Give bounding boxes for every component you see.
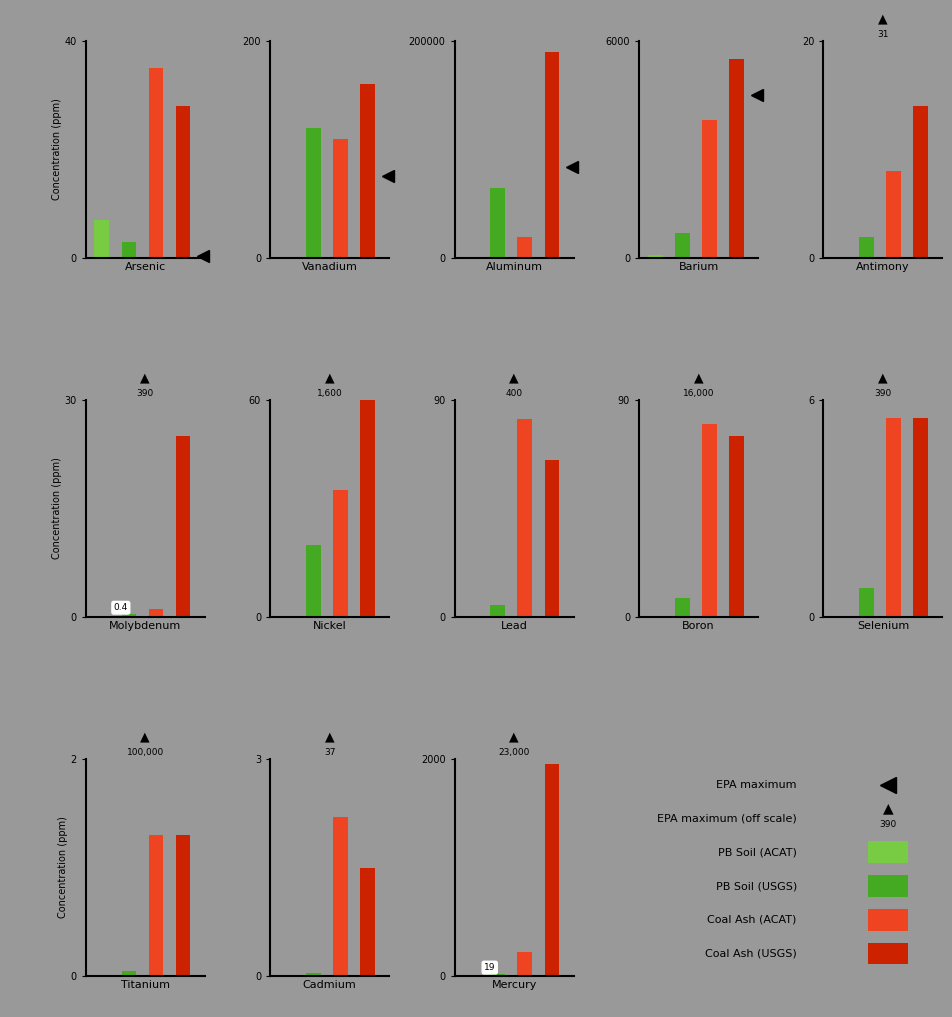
X-axis label: Boron: Boron [683, 621, 715, 632]
Text: EPA maximum: EPA maximum [716, 780, 797, 790]
Text: 31: 31 [877, 29, 889, 39]
Text: EPA maximum (off scale): EPA maximum (off scale) [657, 814, 797, 824]
Bar [360, 868, 375, 976]
FancyBboxPatch shape [868, 841, 907, 863]
X-axis label: Mercury: Mercury [491, 980, 537, 991]
X-axis label: Barium: Barium [679, 262, 719, 273]
X-axis label: Cadmium: Cadmium [303, 980, 356, 991]
Bar [860, 237, 874, 258]
X-axis label: Selenium: Selenium [857, 621, 909, 632]
Bar [122, 242, 136, 258]
Bar [518, 419, 532, 617]
Text: 0.4: 0.4 [113, 603, 128, 612]
Bar [647, 254, 663, 258]
Bar [545, 764, 560, 976]
Bar [675, 598, 690, 617]
Bar [360, 400, 375, 617]
Text: 19: 19 [484, 963, 495, 972]
Bar [149, 608, 164, 617]
Text: ▲: ▲ [878, 12, 888, 25]
Bar [702, 120, 717, 258]
Bar [913, 106, 928, 258]
Bar [306, 545, 321, 617]
Bar [94, 221, 109, 258]
Text: 23,000: 23,000 [499, 747, 529, 757]
Text: ▲: ▲ [694, 371, 704, 384]
X-axis label: Arsenic: Arsenic [125, 262, 166, 273]
Text: ▲: ▲ [878, 371, 888, 384]
Text: 390: 390 [880, 820, 897, 829]
X-axis label: Antimony: Antimony [856, 262, 910, 273]
Bar [175, 835, 190, 976]
Text: PB Soil (USGS): PB Soil (USGS) [716, 881, 797, 891]
Bar [149, 68, 164, 258]
Text: ▲: ▲ [883, 801, 893, 816]
Bar [306, 128, 321, 258]
FancyBboxPatch shape [868, 909, 907, 931]
Text: 100,000: 100,000 [127, 747, 164, 757]
Bar [333, 138, 347, 258]
Y-axis label: Concentration (ppm): Concentration (ppm) [51, 458, 62, 559]
Bar [122, 614, 136, 617]
Bar [122, 971, 136, 976]
Text: ▲: ▲ [140, 730, 150, 743]
Text: ▲: ▲ [140, 371, 150, 384]
X-axis label: Vanadium: Vanadium [302, 262, 358, 273]
Text: 1,600: 1,600 [317, 388, 343, 398]
Bar [545, 52, 560, 258]
Bar [518, 952, 532, 976]
Bar [729, 436, 744, 617]
Bar [729, 59, 744, 258]
Text: 400: 400 [506, 388, 523, 398]
Text: 37: 37 [324, 747, 335, 757]
Bar [860, 588, 874, 617]
Text: 390: 390 [136, 388, 154, 398]
Bar [702, 424, 717, 617]
X-axis label: Titanium: Titanium [121, 980, 169, 991]
X-axis label: Nickel: Nickel [313, 621, 347, 632]
Text: ▲: ▲ [509, 730, 519, 743]
Text: ▲: ▲ [325, 371, 334, 384]
X-axis label: Aluminum: Aluminum [486, 262, 543, 273]
FancyBboxPatch shape [868, 943, 907, 964]
Y-axis label: Concentration (ppm): Concentration (ppm) [58, 817, 68, 918]
Text: ▲: ▲ [509, 371, 519, 384]
Bar [333, 490, 347, 617]
X-axis label: Molybdenum: Molybdenum [109, 621, 181, 632]
Bar [490, 974, 506, 976]
Bar [490, 187, 506, 258]
Text: 16,000: 16,000 [683, 388, 714, 398]
Bar [913, 418, 928, 617]
Bar [149, 835, 164, 976]
Bar [518, 237, 532, 258]
Text: Coal Ash (ACAT): Coal Ash (ACAT) [707, 914, 797, 924]
X-axis label: Lead: Lead [501, 621, 527, 632]
FancyBboxPatch shape [868, 876, 907, 897]
Text: 390: 390 [874, 388, 892, 398]
Text: Coal Ash (USGS): Coal Ash (USGS) [705, 949, 797, 958]
Bar [545, 460, 560, 617]
Bar [886, 418, 902, 617]
Text: PB Soil (ACAT): PB Soil (ACAT) [718, 847, 797, 857]
Bar [360, 84, 375, 258]
Bar [490, 605, 506, 617]
Bar [675, 233, 690, 258]
Bar [175, 106, 190, 258]
Y-axis label: Concentration (ppm): Concentration (ppm) [51, 99, 62, 200]
Bar [175, 436, 190, 617]
Text: ▲: ▲ [325, 730, 334, 743]
Bar [886, 171, 902, 258]
Bar [333, 817, 347, 976]
Bar [306, 972, 321, 976]
